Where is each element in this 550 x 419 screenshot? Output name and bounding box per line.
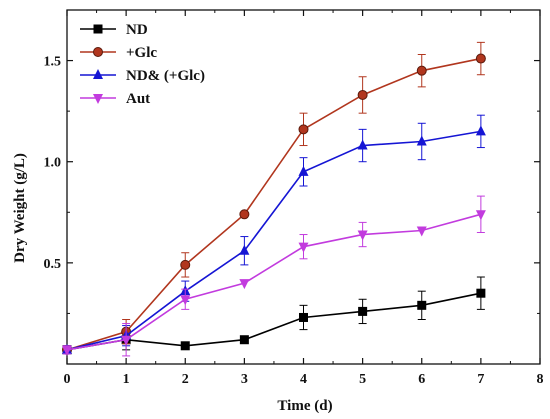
legend-marker [93, 94, 103, 104]
legend-marker [93, 24, 103, 34]
legend-marker [93, 69, 103, 79]
legend-label: ND& (+Glc) [126, 68, 205, 84]
data-point [239, 209, 250, 220]
data-point [299, 312, 308, 322]
y-tick-label: 0.5 [44, 257, 62, 272]
data-point [416, 135, 427, 146]
legend-item: Aut [80, 91, 150, 107]
data-point [298, 242, 309, 253]
series-aut [62, 195, 486, 357]
y-axis-title: Dry Weight (g/L) [12, 153, 28, 263]
series-line [66, 57, 482, 351]
data-point [475, 53, 486, 64]
data-point [239, 279, 250, 290]
legend-item: ND& (+Glc) [80, 68, 205, 84]
x-tick-label: 6 [418, 372, 425, 387]
data-point [180, 295, 191, 306]
x-tick-label: 7 [477, 372, 484, 387]
x-tick-label: 8 [537, 372, 544, 387]
data-point [239, 335, 249, 345]
data-point [239, 244, 250, 255]
legend-label: ND [126, 22, 148, 38]
data-point [475, 125, 486, 136]
x-tick-label: 5 [359, 372, 366, 387]
series-line [66, 130, 482, 351]
legend-item: +Glc [80, 45, 157, 61]
series-layer [62, 41, 486, 357]
y-tick-label: 1.5 [44, 55, 62, 70]
x-tick-label: 1 [123, 372, 130, 387]
x-axis-title: Time (d) [277, 398, 332, 414]
data-point [298, 124, 309, 135]
legend-label: Aut [126, 91, 150, 107]
x-tick-label: 0 [64, 372, 71, 387]
x-tick-label: 2 [182, 372, 189, 387]
data-point [298, 165, 309, 176]
data-point [357, 230, 368, 241]
data-point [358, 306, 368, 316]
legend-item: ND [80, 22, 148, 38]
data-point [416, 65, 427, 76]
data-point [62, 345, 72, 356]
data-point [475, 210, 486, 221]
series-line [66, 292, 482, 351]
data-point [476, 288, 486, 298]
data-point [417, 300, 427, 310]
data-point [357, 139, 368, 150]
y-tick-label: 1.0 [44, 156, 62, 171]
axes: 0 1 2 3 4 5 6 7 8 0.5 1.0 1.5 [44, 9, 544, 387]
data-point [180, 341, 190, 351]
data-point [180, 259, 191, 270]
data-point [416, 226, 427, 237]
x-tick-label: 3 [241, 372, 248, 387]
legend-label: +Glc [126, 45, 157, 61]
legend: ND +Glc ND& (+Glc) Aut [80, 22, 205, 107]
series-line [66, 213, 482, 351]
legend-marker [93, 47, 103, 57]
data-point [357, 89, 368, 100]
x-tick-label: 4 [300, 372, 307, 387]
data-point [121, 335, 132, 346]
